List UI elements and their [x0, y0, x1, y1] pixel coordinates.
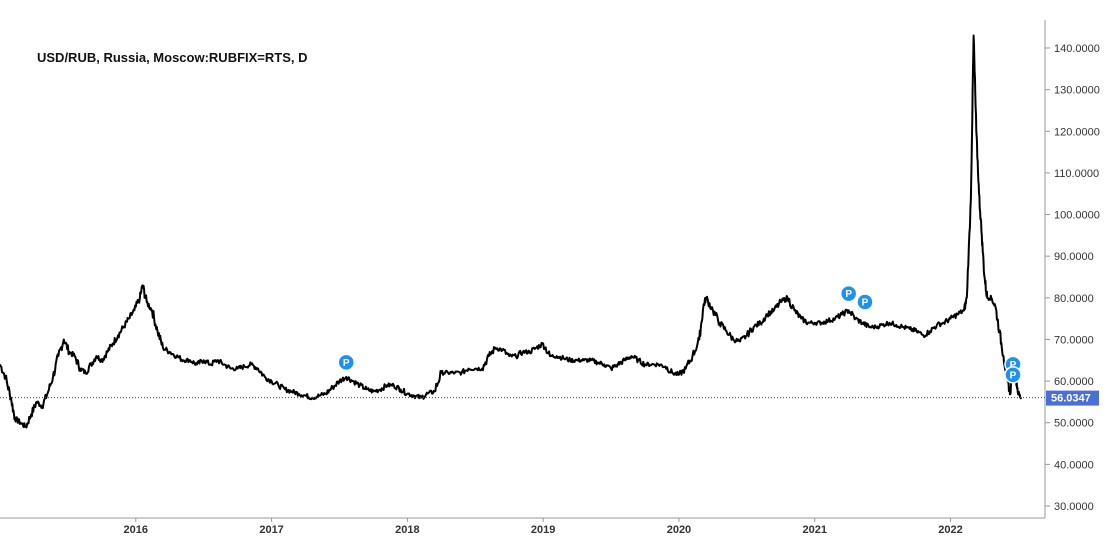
y-tick-label: 130.0000: [1054, 85, 1100, 97]
annotation-marker[interactable]: P: [337, 353, 356, 372]
annotation-marker[interactable]: P: [1004, 366, 1022, 384]
annotation-marker-label: P: [845, 289, 852, 300]
annotation-marker-circle: [337, 353, 356, 372]
last-value-indicator: 56.0347: [0, 390, 1099, 406]
annotation-marker-circle: [856, 293, 874, 311]
annotation-marker-label: P: [343, 358, 350, 369]
y-axis: 140.0000 130.0000 120.0000 110.0000 100.0000…: [1044, 20, 1100, 518]
y-tick-label: 90.0000: [1054, 251, 1094, 263]
annotation-marker-label: P: [1010, 360, 1017, 371]
y-tick-label: 100.0000: [1054, 210, 1100, 222]
x-tick-label: 2021: [802, 524, 826, 536]
annotation-marker-label: P: [1010, 370, 1017, 381]
x-tick-label: 2020: [667, 524, 691, 536]
y-tick-label: 80.0000: [1054, 293, 1094, 305]
annotation-marker-circle: [839, 284, 858, 303]
last-value-label: 56.0347: [1051, 393, 1091, 405]
annotation-marker-label: P: [862, 297, 869, 308]
last-value-badge: [1046, 390, 1099, 406]
x-tick-label: 2018: [395, 524, 419, 536]
y-tick-label: 140.0000: [1054, 43, 1100, 55]
x-tick-label: 2019: [531, 524, 555, 536]
x-tick-label: 2022: [938, 524, 962, 536]
y-tick-label: 70.0000: [1054, 334, 1094, 346]
y-tick-label: 60.0000: [1054, 376, 1094, 388]
y-tick-label: 110.0000: [1054, 168, 1099, 180]
x-tick-label: 2017: [259, 524, 283, 536]
annotation-marker[interactable]: P: [856, 293, 874, 311]
y-tick-label: 50.0000: [1054, 418, 1094, 430]
y-tick-label: 30.0000: [1054, 501, 1094, 513]
price-series-line: [0, 34, 1022, 429]
x-axis: 2016 2017 2018 2019 2020 2021 2022: [0, 517, 1045, 536]
plot-area: [0, 34, 1022, 429]
annotation-marker[interactable]: P: [839, 284, 858, 303]
y-tick-label: 40.0000: [1054, 459, 1094, 471]
chart-title: USD/RUB, Russia, Moscow:RUBFIX=RTS, D: [37, 50, 308, 65]
y-tick-label: 120.0000: [1054, 126, 1100, 138]
annotation-marker-circle: [1004, 366, 1022, 384]
x-tick-label: 2016: [124, 524, 148, 536]
